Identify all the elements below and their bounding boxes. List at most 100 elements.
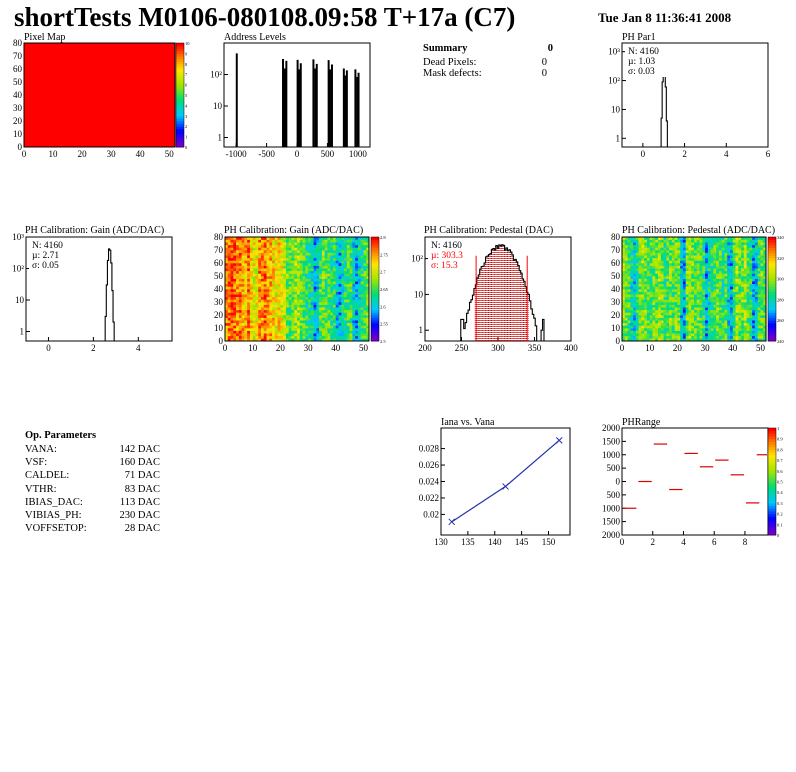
heatmap-cell	[360, 322, 364, 326]
heatmap-cell	[682, 317, 686, 321]
heatmap-cell	[277, 247, 281, 251]
heatmap-cell	[696, 278, 700, 282]
heatmap-cell	[730, 237, 734, 240]
heatmap-cell	[624, 309, 628, 313]
heatmap-cell	[630, 309, 634, 313]
heatmap-cell	[244, 286, 248, 290]
heatmap-cell	[660, 286, 664, 290]
heatmap-cell	[333, 281, 337, 285]
heatmap-cell	[741, 237, 745, 240]
heatmap-cell	[707, 257, 711, 261]
heatmap-cell	[363, 268, 367, 272]
heatmap-cell	[230, 333, 234, 337]
heatmap-cell	[313, 291, 317, 295]
heatmap-cell	[666, 302, 670, 305]
heatmap-cell	[644, 333, 648, 337]
heatmap-cell	[355, 239, 359, 243]
heatmap-cell	[227, 242, 231, 246]
heatmap-cell	[710, 239, 714, 243]
heatmap-cell	[230, 322, 234, 326]
heatmap-cell	[713, 317, 717, 321]
heatmap-cell	[674, 276, 678, 279]
heatmap-cell	[241, 281, 245, 285]
heatmap-cell	[721, 296, 725, 300]
heatmap-cell	[363, 239, 367, 243]
heatmap-cell	[225, 255, 229, 259]
heatmap-cell	[299, 252, 303, 256]
heatmap-cell	[236, 276, 240, 279]
heatmap-cell	[349, 268, 353, 272]
heatmap-cell	[627, 252, 631, 256]
heatmap-cell	[682, 307, 686, 311]
heatmap-cell	[316, 304, 320, 308]
heatmap-cell	[233, 289, 237, 292]
heatmap-cell	[738, 244, 742, 248]
heatmap-cell	[721, 322, 725, 326]
heatmap-cell	[241, 250, 245, 253]
heatmap-cell	[663, 291, 667, 295]
color-scale-band	[768, 494, 776, 499]
heatmap-cell	[754, 244, 758, 248]
heatmap-cell	[705, 335, 709, 339]
heatmap-cell	[699, 299, 703, 303]
heatmap-cell	[227, 237, 231, 240]
heatmap-cell	[663, 286, 667, 290]
heatmap-cell	[346, 283, 350, 287]
plot-title: PH Par1	[622, 32, 656, 43]
heatmap-cell	[363, 289, 367, 292]
plot-title: Address Levels	[224, 32, 286, 43]
heatmap-cell	[363, 237, 367, 240]
heatmap-cell	[244, 268, 248, 272]
heatmap-cell	[280, 317, 284, 321]
heatmap-cell	[652, 312, 656, 316]
heatmap-cell	[735, 304, 739, 308]
heatmap-cell	[291, 294, 295, 298]
heatmap-cell	[277, 260, 281, 264]
heatmap-cell	[663, 247, 667, 251]
heatmap-cell	[244, 252, 248, 256]
heatmap-cell	[249, 309, 253, 313]
heatmap-cell	[344, 338, 348, 342]
heatmap-cell	[713, 309, 717, 313]
heatmap-cell	[663, 276, 667, 279]
heatmap-cell	[352, 239, 356, 243]
heatmap-cell	[760, 299, 764, 303]
heatmap-cell	[285, 299, 289, 303]
heatmap-cell	[724, 302, 728, 305]
heatmap-cell	[696, 333, 700, 337]
heatmap-cell	[227, 270, 231, 274]
heatmap-cell	[663, 252, 667, 256]
color-scale-band	[371, 289, 379, 293]
heatmap-cell	[691, 294, 695, 298]
heatmap-cell	[724, 322, 728, 326]
heatmap-cell	[702, 328, 706, 331]
heatmap-cell	[674, 270, 678, 274]
heatmap-cell	[682, 255, 686, 259]
heatmap-cell	[730, 335, 734, 339]
heatmap-cell	[263, 263, 267, 266]
heatmap-cell	[261, 257, 265, 261]
heatmap-cell	[730, 239, 734, 243]
heatmap-cell	[671, 312, 675, 316]
heatmap-cell	[624, 291, 628, 295]
heatmap-cell	[241, 286, 245, 290]
heatmap-cell	[285, 270, 289, 274]
heatmap-cell	[702, 312, 706, 316]
heatmap-cell	[247, 299, 251, 303]
heatmap-cell	[754, 263, 758, 266]
heatmap-cell	[718, 304, 722, 308]
heatmap-cell	[247, 265, 251, 269]
heatmap-cell	[760, 242, 764, 246]
heatmap-cell	[732, 289, 736, 292]
heatmap-cell	[352, 242, 356, 246]
heatmap-cell	[754, 237, 758, 240]
heatmap-cell	[266, 335, 270, 339]
heatmap-cell	[741, 296, 745, 300]
heatmap-cell	[233, 328, 237, 331]
heatmap-cell	[716, 317, 720, 321]
heatmap-cell	[718, 309, 722, 313]
heatmap-cell	[738, 317, 742, 321]
heatmap-cell	[244, 289, 248, 292]
color-scale-band	[176, 105, 184, 109]
heatmap-cell	[230, 330, 234, 334]
